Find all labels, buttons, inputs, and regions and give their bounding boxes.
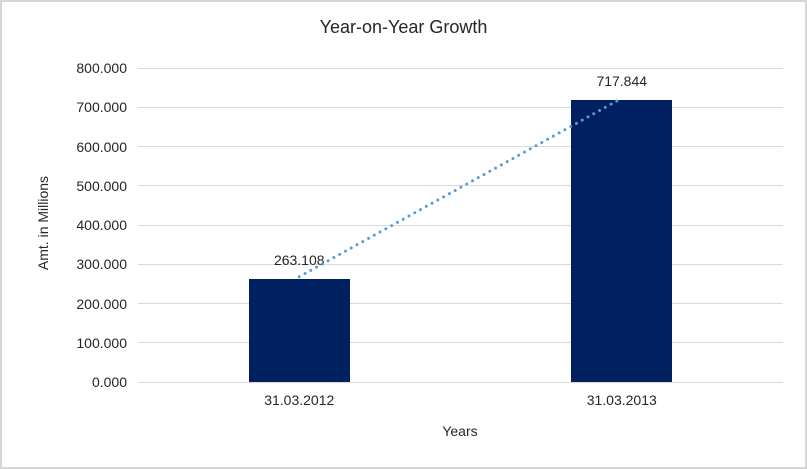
y-axis-tick-label: 100.000 — [76, 334, 127, 351]
bar-31.03.2012 — [248, 278, 350, 382]
x-axis-tick-label: 31.03.2012 — [264, 392, 335, 408]
x-axis-tick-label: 31.03.2013 — [586, 392, 657, 408]
chart-title: Year-on-Year Growth — [319, 17, 488, 37]
gridline — [138, 224, 783, 226]
y-axis-tick-label: 500.000 — [76, 177, 127, 194]
gridline — [138, 67, 783, 69]
y-axis-tick-label: 700.000 — [76, 99, 127, 116]
gridline — [138, 303, 783, 304]
data-label: 263.108 — [273, 251, 325, 268]
y-axis-tick-label: 300.000 — [76, 256, 127, 273]
gridline — [138, 381, 783, 383]
y-axis-tick-label: 400.000 — [76, 217, 127, 233]
bar-31.03.2013 — [571, 100, 673, 382]
gridline — [138, 106, 783, 108]
gridline — [138, 146, 783, 147]
gridline — [138, 342, 783, 344]
x-axis-title: Years — [442, 423, 478, 439]
y-axis-tick-label: 600.000 — [76, 138, 127, 155]
gridline — [138, 185, 783, 187]
y-axis-tick-label: 0.000 — [91, 374, 127, 390]
y-axis-tick-label: 800.000 — [76, 60, 127, 76]
gridline — [138, 263, 783, 265]
y-axis-tick-label: 200.000 — [76, 295, 127, 312]
plot-area: 263.108 717.844 — [138, 67, 783, 383]
trendline — [297, 96, 624, 279]
data-label: 717.844 — [596, 73, 648, 90]
